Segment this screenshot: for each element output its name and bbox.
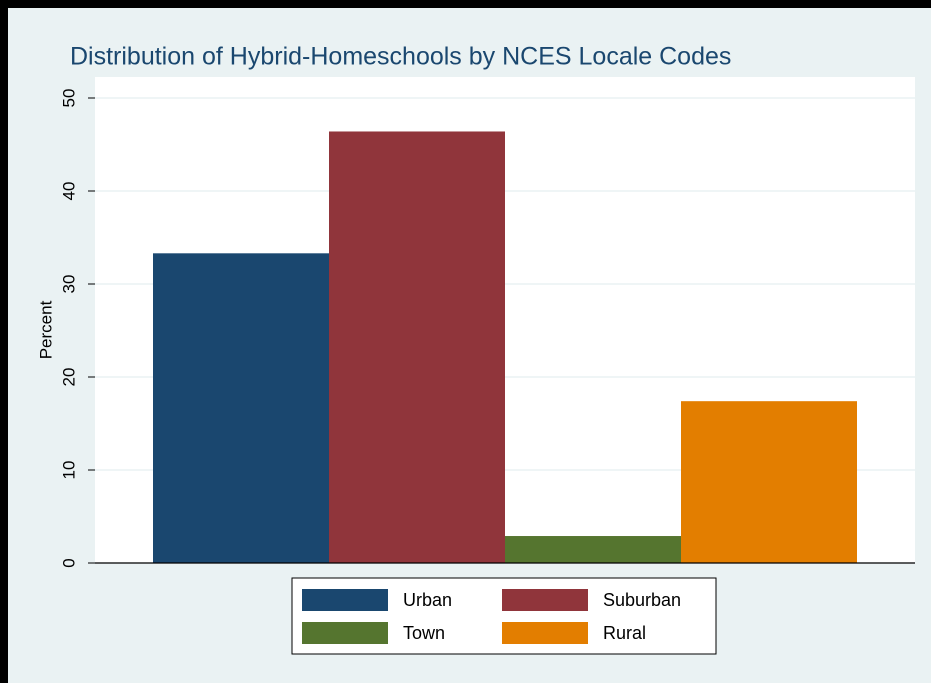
bar (681, 401, 857, 563)
legend-swatch (302, 622, 388, 644)
bar (329, 131, 505, 564)
legend-swatch (502, 589, 588, 611)
legend-label: Suburban (603, 590, 681, 610)
y-tick-label: 40 (59, 182, 78, 201)
legend-swatch (502, 622, 588, 644)
y-tick-label: 30 (59, 275, 78, 294)
y-tick-label: 10 (59, 461, 78, 480)
bar (153, 253, 329, 563)
y-tick-label: 50 (59, 89, 78, 108)
bar (505, 536, 681, 563)
y-axis-label: Percent (36, 300, 55, 359)
chart-title: Distribution of Hybrid-Homeschools by NC… (70, 43, 731, 71)
y-tick-label: 0 (59, 558, 78, 567)
legend-swatch (302, 589, 388, 611)
legend-label: Town (403, 623, 445, 643)
y-tick-label: 20 (59, 368, 78, 387)
legend-label: Urban (403, 590, 452, 610)
legend-label: Rural (603, 623, 646, 643)
